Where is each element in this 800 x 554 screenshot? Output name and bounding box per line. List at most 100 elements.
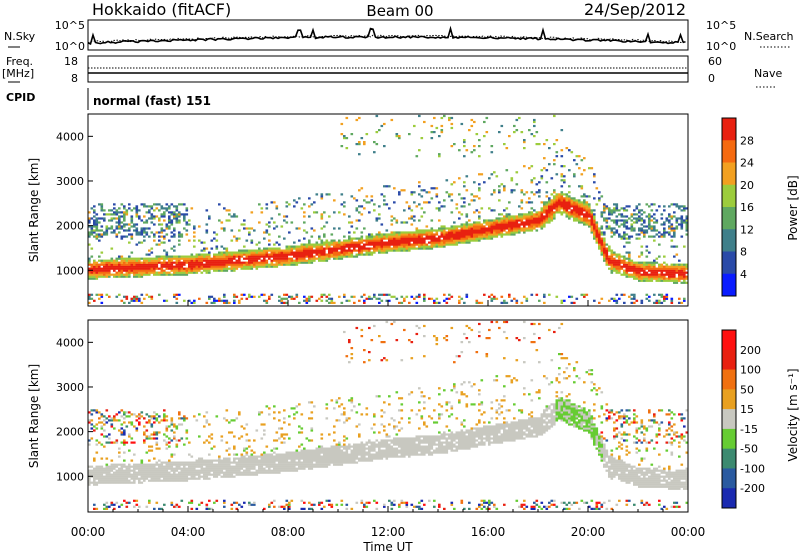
power-cell bbox=[543, 205, 546, 208]
power-cell bbox=[165, 203, 169, 206]
power-cell bbox=[523, 213, 526, 216]
power-cell bbox=[565, 215, 569, 218]
power-cell bbox=[368, 251, 371, 254]
velocity-cell bbox=[155, 501, 159, 504]
velocity-cell bbox=[165, 443, 169, 446]
velocity-cell bbox=[288, 465, 291, 468]
power-cell bbox=[378, 301, 381, 304]
velocity-cell bbox=[260, 461, 264, 464]
power-cell bbox=[410, 191, 414, 194]
power-cell bbox=[463, 241, 466, 244]
power-cell bbox=[408, 241, 411, 244]
velocity-cell bbox=[123, 499, 126, 502]
power-cell bbox=[673, 269, 676, 272]
power-cell bbox=[378, 217, 381, 220]
power-cell bbox=[623, 221, 626, 224]
velocity-cell bbox=[170, 421, 174, 424]
velocity-cell bbox=[223, 459, 226, 462]
velocity-cell bbox=[185, 467, 189, 470]
power-cell bbox=[315, 243, 319, 246]
power-cell bbox=[460, 229, 464, 232]
power-cell bbox=[503, 219, 506, 222]
power-cell bbox=[173, 269, 176, 272]
velocity-cell bbox=[168, 463, 171, 466]
velocity-cell bbox=[118, 455, 121, 458]
power-cell bbox=[98, 259, 101, 262]
power-cell bbox=[145, 233, 149, 236]
power-cell bbox=[320, 239, 324, 242]
power-cell bbox=[568, 169, 571, 172]
power-cell bbox=[165, 253, 169, 256]
power-cell bbox=[603, 205, 606, 208]
power-cell bbox=[165, 225, 169, 228]
power-cell bbox=[188, 269, 191, 272]
velocity-cell bbox=[290, 499, 294, 502]
velocity-cell bbox=[120, 467, 124, 470]
power-cell bbox=[285, 205, 289, 208]
velocity-cell bbox=[168, 471, 171, 474]
power-cell bbox=[163, 229, 166, 232]
power-cell bbox=[393, 295, 396, 298]
velocity-cell bbox=[200, 475, 204, 478]
velocity-cell bbox=[240, 455, 244, 458]
power-cell bbox=[478, 237, 481, 240]
power-cell bbox=[90, 267, 94, 270]
velocity-cell bbox=[113, 427, 116, 430]
power-cell bbox=[265, 301, 269, 304]
power-cell bbox=[173, 271, 176, 274]
velocity-cell bbox=[273, 447, 276, 450]
power-cell bbox=[185, 221, 189, 224]
power-cell bbox=[660, 275, 664, 278]
power-cell bbox=[203, 253, 206, 256]
power-cell bbox=[435, 187, 439, 190]
power-cell bbox=[113, 267, 116, 270]
velocity-cell bbox=[113, 473, 116, 476]
power-cell bbox=[138, 269, 141, 272]
power-cell bbox=[325, 239, 329, 242]
power-cell bbox=[668, 225, 671, 228]
power-cell bbox=[543, 301, 546, 304]
power-cell bbox=[600, 233, 604, 236]
power-cell bbox=[365, 239, 369, 242]
power-cell bbox=[345, 255, 349, 258]
power-cell bbox=[155, 263, 159, 266]
colorbar-swatch bbox=[722, 118, 736, 141]
velocity-cell bbox=[268, 459, 271, 462]
velocity-cell bbox=[155, 417, 159, 420]
power-cell bbox=[553, 215, 556, 218]
velocity-cell bbox=[258, 467, 261, 470]
velocity-cell bbox=[150, 433, 154, 436]
power-cell bbox=[655, 233, 659, 236]
power-cell bbox=[470, 223, 474, 226]
velocity-cell bbox=[143, 471, 146, 474]
velocity-cell bbox=[280, 433, 284, 436]
power-cell bbox=[663, 275, 666, 278]
velocity-cell bbox=[148, 415, 151, 418]
power-cell bbox=[135, 215, 139, 218]
power-cell bbox=[360, 205, 364, 208]
power-cell bbox=[618, 263, 621, 266]
power-cell bbox=[673, 279, 676, 282]
power-cell bbox=[88, 297, 91, 300]
nsky-tick-bottom: 10^0 bbox=[55, 40, 85, 53]
power-cell bbox=[318, 249, 321, 252]
power-cell bbox=[280, 263, 284, 266]
power-cell bbox=[385, 237, 389, 240]
power-cell bbox=[443, 227, 446, 230]
power-cell bbox=[613, 207, 616, 210]
power-cell bbox=[115, 263, 119, 266]
power-cell bbox=[683, 297, 686, 300]
power-cell bbox=[305, 249, 309, 252]
power-cell bbox=[500, 217, 504, 220]
velocity-cell bbox=[298, 461, 301, 464]
power-cell bbox=[543, 167, 546, 170]
power-cell bbox=[193, 227, 196, 230]
power-cell bbox=[605, 253, 609, 256]
power-cell bbox=[490, 229, 494, 232]
power-cell bbox=[443, 245, 446, 248]
power-cell bbox=[510, 219, 514, 222]
power-cell bbox=[565, 213, 569, 216]
power-cell bbox=[170, 261, 174, 264]
power-cell bbox=[588, 207, 591, 210]
power-cell bbox=[558, 205, 561, 208]
